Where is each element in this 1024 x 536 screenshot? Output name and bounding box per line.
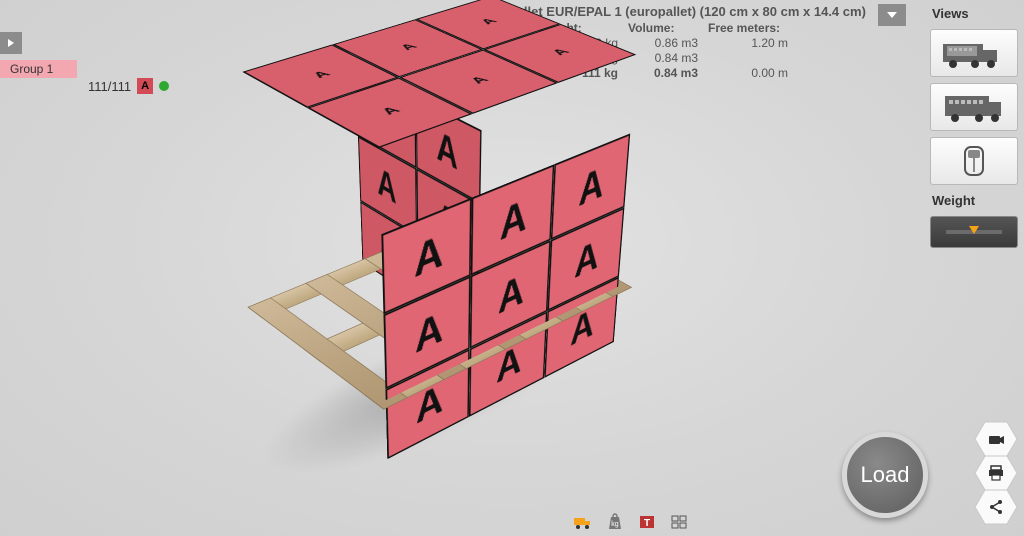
pallet-3d-viewport[interactable]: AAAAAAAAAAAAAAAAAAAAA — [212, 72, 672, 502]
weight-distribution-button[interactable] — [930, 216, 1018, 248]
view-top-button[interactable] — [930, 137, 1018, 185]
pallet-title: Pallet EUR/EPAL 1 (europallet) (120 cm x… — [508, 4, 878, 19]
view-truck-rear-button[interactable] — [930, 83, 1018, 131]
tool-weight-icon[interactable]: kg — [604, 512, 626, 532]
row0-free: 1.20 m — [708, 36, 788, 50]
group-count: 111/111 — [88, 79, 131, 94]
bottom-mini-toolbar: kg T — [572, 512, 690, 532]
group-chip-label: Group 1 — [10, 62, 53, 76]
view-truck-side-button[interactable] — [930, 29, 1018, 77]
group-summary-row: 111/111 A — [88, 78, 169, 94]
svg-text:T: T — [644, 518, 650, 529]
tool-truck-icon[interactable] — [572, 512, 594, 532]
camera-hex-button[interactable] — [974, 420, 1018, 458]
expand-panel-button[interactable] — [0, 32, 22, 54]
tool-label-t-icon[interactable]: T — [636, 512, 658, 532]
load-button-label: Load — [861, 462, 910, 488]
print-hex-button[interactable] — [974, 454, 1018, 492]
status-dot-green — [159, 81, 169, 91]
group-chip[interactable]: Group 1 — [0, 60, 77, 78]
col-free: Free meters: — [708, 21, 788, 35]
load-button[interactable]: Load — [842, 432, 928, 518]
group-badge-a: A — [137, 78, 153, 94]
tool-grid-icon[interactable] — [668, 512, 690, 532]
col-volume: Volume: — [628, 21, 708, 35]
row1-volume: 0.84 m3 — [628, 51, 708, 65]
right-side-panel: Views Weight — [928, 4, 1020, 248]
weight-label: Weight — [928, 191, 1020, 210]
views-label: Views — [928, 4, 1020, 23]
row2-free: 0.00 m — [708, 66, 788, 80]
row1-free — [708, 51, 788, 65]
row0-volume: 0.86 m3 — [628, 36, 708, 50]
hex-toolbar — [974, 420, 1018, 522]
pallet-dropdown-button[interactable] — [878, 4, 906, 26]
svg-text:kg: kg — [611, 521, 619, 528]
share-hex-button[interactable] — [974, 488, 1018, 526]
